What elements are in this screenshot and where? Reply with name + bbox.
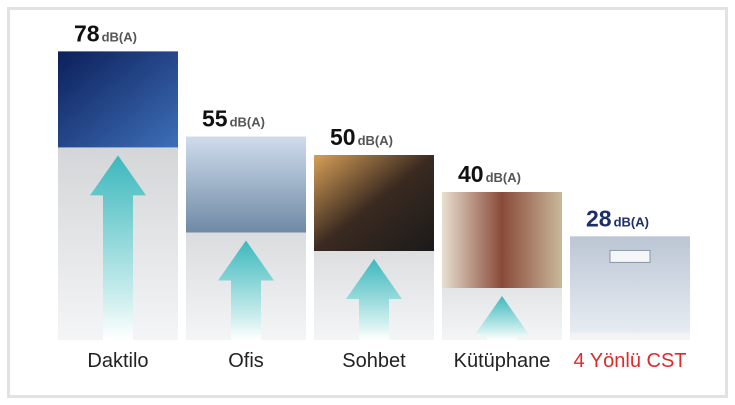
value-unit: dB(A)	[358, 133, 393, 148]
value-label: 55 dB(A)	[202, 106, 265, 132]
frame	[7, 7, 728, 398]
value-unit: dB(A)	[614, 214, 649, 229]
cassette	[609, 249, 651, 263]
photo	[186, 136, 306, 233]
value-number: 50	[330, 124, 356, 150]
category-label: Daktilo	[87, 350, 148, 372]
value-label: 78 dB(A)	[74, 20, 137, 46]
category-label: 4 Yönlü CST	[573, 350, 686, 372]
category-label: Ofis	[228, 350, 264, 372]
value-unit: dB(A)	[486, 170, 521, 185]
arrow	[218, 240, 274, 340]
arrow	[346, 259, 402, 340]
value-number: 28	[586, 205, 612, 231]
category-label: Sohbet	[342, 350, 406, 372]
value-label: 40 dB(A)	[458, 161, 521, 187]
photo	[58, 51, 178, 148]
arrow	[90, 155, 146, 340]
category-label: Kütüphane	[454, 350, 551, 372]
value-number: 78	[74, 20, 100, 46]
value-unit: dB(A)	[102, 29, 137, 44]
photo	[442, 192, 562, 288]
arrow	[474, 296, 530, 340]
photo	[314, 155, 434, 251]
value-label: 50 dB(A)	[330, 124, 393, 150]
value-number: 55	[202, 106, 228, 132]
value-label: 28 dB(A)	[586, 205, 649, 231]
value-number: 40	[458, 161, 484, 187]
value-unit: dB(A)	[230, 115, 265, 130]
